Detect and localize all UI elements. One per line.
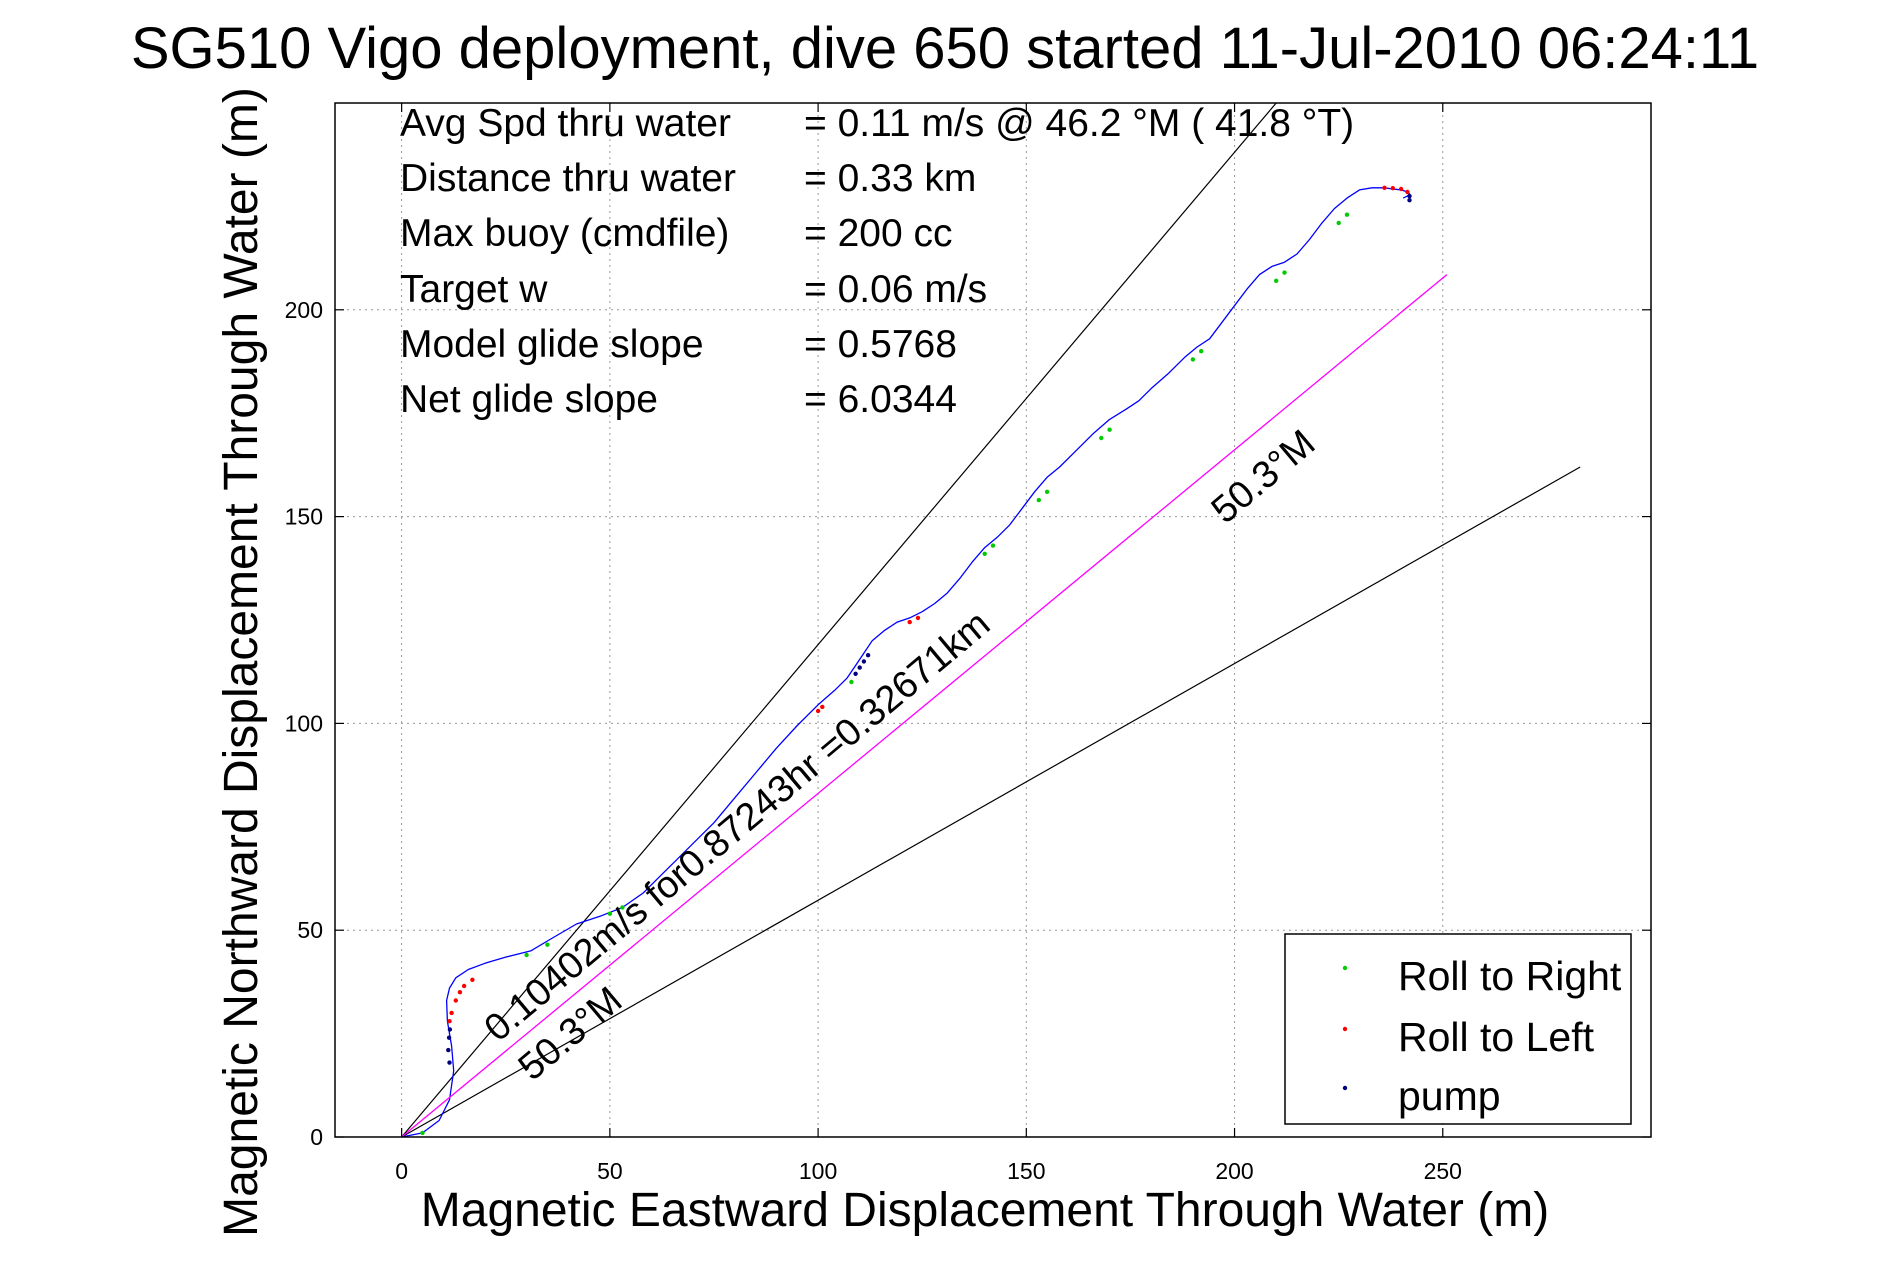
x-tick-label: 100 bbox=[799, 1158, 837, 1184]
stat-label-distance: Distance thru water bbox=[400, 157, 736, 200]
axis-ticks: 0 50 100 150 200 250 0 50 100 150 200 bbox=[285, 103, 1651, 1184]
stat-label-avg-speed: Avg Spd thru water bbox=[400, 102, 731, 145]
legend-marker-roll-right bbox=[1342, 965, 1348, 971]
roll-to-left-marker bbox=[1398, 186, 1404, 192]
roll-to-right-marker bbox=[420, 1130, 425, 1136]
x-tick-label: 0 bbox=[395, 1158, 408, 1184]
pump-marker bbox=[861, 659, 867, 664]
roll-to-left-marker bbox=[457, 990, 463, 995]
stat-value-net-glide-slope: = 6.0344 bbox=[804, 378, 957, 421]
legend-label-roll-right: Roll to Right bbox=[1398, 953, 1622, 999]
bearing-guide-line bbox=[401, 466, 1581, 1138]
y-axis-title: Magnetic Northward Displacement Through … bbox=[215, 87, 268, 1237]
y-tick-label: 100 bbox=[285, 710, 323, 736]
stats-block: Avg Spd thru water = 0.11 m/s @ 46.2 °M … bbox=[400, 102, 1354, 421]
x-tick-label: 250 bbox=[1424, 1158, 1462, 1184]
roll-to-right-marker bbox=[1044, 489, 1050, 494]
pump-marker bbox=[446, 1047, 451, 1053]
x-tick-label: 150 bbox=[1007, 1158, 1045, 1184]
pump-marker bbox=[857, 665, 862, 670]
roll-to-left-marker bbox=[815, 708, 821, 714]
pump-marker bbox=[447, 1060, 452, 1065]
pump-marker bbox=[865, 653, 871, 658]
pump-marker bbox=[1407, 198, 1412, 203]
series-layer bbox=[401, 187, 1448, 1138]
roll-to-right-marker bbox=[1336, 220, 1341, 226]
roll-to-right-marker bbox=[1344, 212, 1350, 217]
x-tick-label: 200 bbox=[1215, 1158, 1253, 1184]
stat-label-net-glide-slope: Net glide slope bbox=[400, 378, 658, 421]
x-axis-title: Magnetic Eastward Displacement Through W… bbox=[421, 1184, 1549, 1237]
roll-to-right-marker bbox=[545, 942, 550, 947]
roll-to-right-marker bbox=[1282, 270, 1287, 275]
pump-marker bbox=[446, 1035, 452, 1040]
legend: Roll to Right Roll to Left pump bbox=[1284, 933, 1632, 1125]
stat-label-model-glide-slope: Model glide slope bbox=[400, 323, 704, 366]
stat-label-max-buoy: Max buoy (cmdfile) bbox=[400, 212, 729, 255]
legend-label-roll-left: Roll to Left bbox=[1398, 1014, 1595, 1060]
x-tick-label: 50 bbox=[597, 1158, 623, 1184]
chart-title: SG510 Vigo deployment, dive 650 started … bbox=[131, 16, 1759, 81]
legend-box bbox=[1284, 933, 1632, 1125]
roll-to-left-marker bbox=[1405, 189, 1410, 195]
roll-to-left-marker bbox=[907, 619, 912, 625]
bearing-guide-lines bbox=[401, 102, 1581, 1138]
glider-track-line bbox=[401, 187, 1411, 1138]
stat-value-avg-speed: = 0.11 m/s @ 46.2 °M ( 41.8 °T) bbox=[804, 102, 1354, 145]
plot-area-frame bbox=[334, 102, 1652, 1138]
pump-marker bbox=[447, 1027, 453, 1032]
y-tick-label: 0 bbox=[310, 1124, 323, 1150]
roll-to-right-marker bbox=[1190, 357, 1196, 362]
roll-to-right-marker bbox=[849, 679, 854, 685]
roll-to-left-marker bbox=[470, 977, 475, 982]
roll-to-right-marker bbox=[990, 543, 996, 548]
grid bbox=[335, 103, 1651, 1138]
net-displacement-line bbox=[401, 274, 1448, 1138]
roll-to-right-marker bbox=[1036, 497, 1042, 503]
roll-to-left-marker bbox=[453, 998, 458, 1003]
roll-to-left-marker bbox=[449, 1010, 454, 1016]
stat-value-distance: = 0.33 km bbox=[804, 157, 976, 200]
roll-to-right-marker bbox=[1274, 278, 1279, 283]
stat-value-max-buoy: = 200 cc bbox=[804, 212, 953, 255]
roll-to-right-marker bbox=[607, 911, 613, 916]
pump-marker bbox=[1407, 193, 1412, 199]
stat-value-target-w: = 0.06 m/s bbox=[804, 268, 987, 311]
marker-layer bbox=[420, 185, 1412, 1136]
bearing-guide-line bbox=[401, 102, 1277, 1138]
y-tick-label: 150 bbox=[285, 504, 323, 530]
roll-to-right-marker bbox=[620, 905, 625, 910]
roll-to-left-marker bbox=[1390, 186, 1396, 191]
roll-to-left-marker bbox=[1382, 185, 1387, 190]
roll-to-right-marker bbox=[982, 551, 987, 556]
roll-to-left-marker bbox=[447, 1019, 452, 1024]
y-tick-label: 50 bbox=[297, 917, 323, 943]
roll-to-left-marker bbox=[915, 615, 921, 621]
stat-label-target-w: Target w bbox=[400, 268, 548, 311]
pump-marker bbox=[853, 671, 858, 676]
stat-value-model-glide-slope: = 0.5768 bbox=[804, 323, 957, 366]
legend-label-pump: pump bbox=[1398, 1073, 1501, 1119]
legend-marker-pump bbox=[1342, 1085, 1348, 1091]
roll-to-left-marker bbox=[461, 983, 467, 989]
y-tick-label: 200 bbox=[285, 297, 323, 323]
roll-to-left-marker bbox=[820, 704, 825, 710]
roll-to-right-marker bbox=[1099, 435, 1104, 441]
roll-to-right-marker bbox=[1107, 427, 1112, 432]
legend-marker-roll-left bbox=[1342, 1026, 1348, 1032]
roll-to-right-marker bbox=[524, 952, 529, 958]
roll-to-right-marker bbox=[1199, 349, 1204, 354]
